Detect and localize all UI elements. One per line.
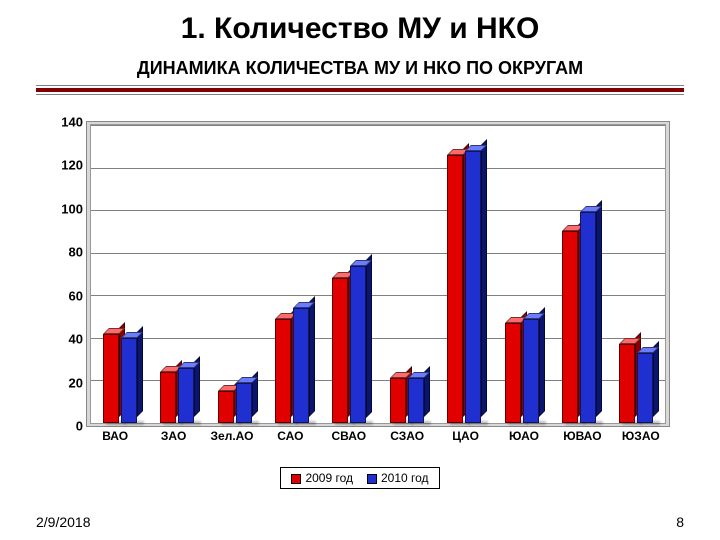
y-tick: 100 — [43, 201, 83, 216]
bar — [637, 353, 653, 423]
y-tick: 40 — [43, 332, 83, 347]
x-tick: СЗАО — [390, 429, 424, 443]
y-tick: 0 — [43, 419, 83, 434]
x-tick: ЦАО — [452, 429, 479, 443]
bar — [275, 319, 291, 423]
bar-chart: 020406080100120140 ВАОЗАОЗел.АОСАОСВАОСЗ… — [42, 117, 678, 457]
page-number: 8 — [676, 514, 684, 530]
x-axis-labels: ВАО ЗАО Зел.АО САО СВАО СЗАО ЦАО ЮАО ЮВАО ЮЗАО — [86, 429, 670, 451]
bar — [619, 344, 635, 423]
legend-item-2010: 2010 год — [367, 471, 429, 485]
bar — [293, 308, 309, 423]
legend-label: 2009 год — [305, 471, 353, 485]
bar — [350, 266, 366, 424]
x-tick: ЮЗАО — [622, 429, 660, 443]
subtitle: ДИНАМИКА КОЛИЧЕСТВА МУ И НКО ПО ОКРУГАМ — [36, 58, 684, 79]
bar-group — [103, 125, 137, 423]
x-tick: Зел.АО — [211, 429, 254, 443]
x-tick: СВАО — [332, 429, 367, 443]
y-tick: 60 — [43, 288, 83, 303]
bar — [160, 372, 176, 423]
x-tick: САО — [277, 429, 303, 443]
bar — [505, 323, 521, 423]
footer-date: 2/9/2018 — [36, 514, 91, 530]
bar-group — [505, 125, 539, 423]
bars-layer — [91, 125, 665, 423]
bar-group — [447, 125, 481, 423]
plot-area: 020406080100120140 — [86, 121, 670, 427]
legend: 2009 год 2010 год — [280, 467, 439, 489]
x-tick: ВАО — [102, 429, 128, 443]
x-tick: ЮАО — [509, 429, 539, 443]
bar — [390, 378, 406, 423]
x-tick: ЮВАО — [563, 429, 601, 443]
y-tick: 140 — [43, 115, 83, 130]
bar — [236, 383, 252, 423]
bar-group — [218, 125, 252, 423]
bar-group — [562, 125, 596, 423]
bar — [465, 151, 481, 423]
y-tick: 80 — [43, 245, 83, 260]
bar-group — [160, 125, 194, 423]
page-title: 1. Количество МУ и НКО — [36, 12, 684, 46]
bar — [447, 155, 463, 423]
bar — [121, 338, 137, 423]
bar — [523, 319, 539, 423]
y-tick: 120 — [43, 158, 83, 173]
bar-group — [275, 125, 309, 423]
legend-item-2009: 2009 год — [291, 471, 353, 485]
plot-inner — [90, 124, 666, 424]
bar — [332, 278, 348, 423]
bar — [218, 391, 234, 423]
bar — [408, 378, 424, 423]
title-rule — [36, 85, 684, 95]
y-tick: 20 — [43, 375, 83, 390]
bar-group — [619, 125, 653, 423]
bar — [580, 212, 596, 423]
legend-label: 2010 год — [381, 471, 429, 485]
bar-group — [332, 125, 366, 423]
bar — [178, 368, 194, 423]
bar-group — [390, 125, 424, 423]
bar — [103, 334, 119, 423]
bar — [562, 231, 578, 423]
x-tick: ЗАО — [161, 429, 186, 443]
